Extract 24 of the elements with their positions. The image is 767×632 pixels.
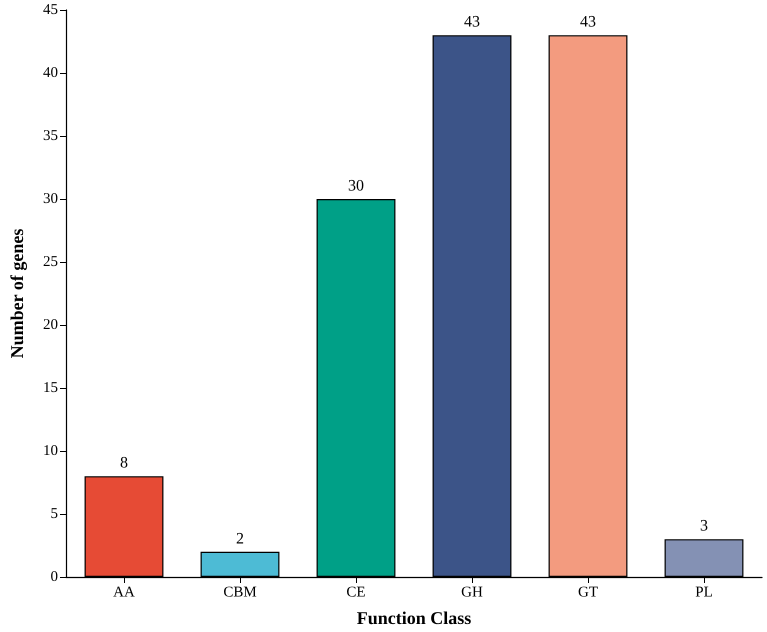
x-tick-label: GT xyxy=(578,584,598,600)
y-tick-label: 40 xyxy=(43,65,58,81)
y-tick-label: 20 xyxy=(43,317,58,333)
data-label: 8 xyxy=(120,454,128,472)
data-label: 3 xyxy=(700,518,708,535)
y-tick-label: 5 xyxy=(50,506,58,522)
x-tick-label: CE xyxy=(346,584,366,600)
x-tick-label: PL xyxy=(695,584,713,600)
y-axis-title: Number of genes xyxy=(7,228,27,358)
y-tick-label: 15 xyxy=(43,380,58,396)
data-label: 43 xyxy=(580,14,596,31)
y-tick-label: 35 xyxy=(43,128,58,144)
y-tick-label: 45 xyxy=(43,2,58,18)
x-tick-label: GH xyxy=(461,584,483,600)
y-tick-label: 0 xyxy=(50,569,58,585)
x-axis-title: Function Class xyxy=(356,608,472,628)
y-tick-label: 10 xyxy=(43,443,58,459)
data-label: 43 xyxy=(464,14,480,31)
data-label: 30 xyxy=(348,178,364,194)
x-tick-label: AA xyxy=(113,584,135,600)
x-tick-label: CBM xyxy=(223,584,257,600)
data-label: 2 xyxy=(236,530,244,548)
y-tick-label: 25 xyxy=(43,254,58,270)
y-tick-label: 30 xyxy=(43,191,58,207)
